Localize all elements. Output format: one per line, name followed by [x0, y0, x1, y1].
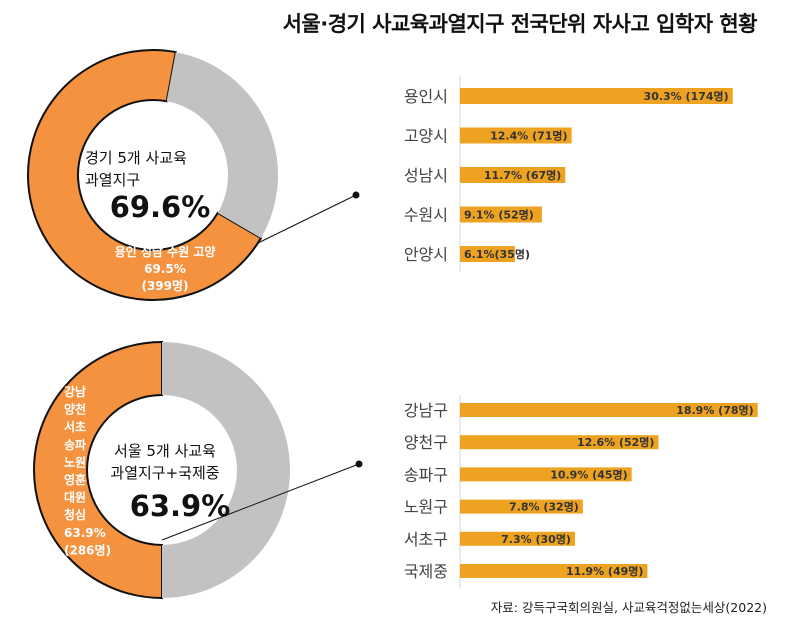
donut-slice-other: [166, 52, 279, 239]
donut-slice-other: [162, 342, 290, 598]
bar-value-label: 11.7% (67명): [484, 168, 561, 182]
donut-slice-label: 강남: [64, 384, 86, 399]
bar-category-label: 양천구: [404, 433, 448, 452]
seoul-bar-chart: 강남구 18.9% (78명) 양천구 12.6% (52명) 송파구 10.9% (45…: [404, 395, 758, 588]
donut-center-label: 서울 5개 사교육: [114, 442, 216, 460]
bar: [460, 564, 648, 578]
bar-category-label: 용인시: [404, 87, 448, 106]
bar-value-label: 9.1% (52명): [464, 208, 534, 222]
gyeonggi-bar-chart: 용인시 30.3% (174명) 고양시 12.4% (71명) 성남시 11.7% (6…: [404, 76, 733, 272]
donut-slice-label: 69.5%: [144, 262, 186, 276]
donut-slice-label: 영훈: [64, 472, 86, 487]
connector-lines: [161, 191, 363, 541]
bar-category-label: 노원구: [404, 498, 448, 517]
donut-slice-label: 노원: [64, 455, 86, 469]
donut-slice-label: 양천: [64, 402, 86, 417]
bar: [460, 403, 758, 417]
bar: [460, 127, 572, 144]
bar-category-label: 안양시: [404, 245, 448, 264]
donut-center-value: 63.9%: [130, 489, 231, 523]
donut-slice-label: 청심: [64, 507, 86, 522]
bar-category-label: 서초구: [404, 530, 448, 549]
connector-line: [257, 194, 357, 244]
donut-slice-label: (286명): [64, 543, 111, 557]
bar-value-label: 6.1%(35명): [464, 247, 530, 261]
bar: [460, 467, 632, 482]
bar-value-label: 12.6% (52명): [577, 435, 654, 449]
bar-category-label: 강남구: [404, 401, 448, 420]
bar-category-label: 고양시: [404, 127, 448, 146]
bar-category-label: 수원시: [404, 206, 448, 225]
donut-slice-label: 63.9%: [64, 526, 106, 540]
donut-center-label: 경기 5개 사교육: [85, 149, 187, 167]
donut-center-label: 과열지구: [85, 171, 140, 189]
donut-slice-label: 송파: [64, 437, 86, 452]
donut-center-label: 과열지구+국제중: [110, 464, 219, 482]
source-note: 자료: 강득구국회의원실, 사교육걱정없는세상(2022): [490, 600, 767, 615]
donut-slice-label: 서초: [64, 419, 86, 434]
bar: [460, 88, 733, 104]
bar: [460, 206, 542, 223]
bar-value-label: 7.3% (30명): [501, 532, 571, 546]
bar-category-label: 국제중: [404, 562, 448, 581]
bar-category-label: 성남시: [404, 166, 448, 185]
bar: [460, 435, 659, 450]
connector-dot: [355, 460, 363, 468]
bar-value-label: 7.8% (32명): [509, 500, 579, 514]
bar-value-label: 11.9% (49명): [566, 564, 643, 578]
donut-slice-highlight: [27, 49, 263, 301]
donut-slice-label: 대원: [64, 491, 86, 505]
donut-slice-highlight: [33, 340, 163, 600]
donut-center-value: 69.6%: [110, 190, 211, 224]
bar: [460, 531, 575, 546]
bar-value-label: 30.3% (174명): [644, 89, 729, 103]
connector-dot: [352, 191, 360, 199]
donut-slice-label: (399명): [141, 279, 188, 293]
bar-value-label: 10.9% (45명): [550, 467, 627, 481]
bar-category-label: 송파구: [404, 465, 448, 484]
page-title: 서울·경기 사교육과열지구 전국단위 자사고 입학자 현황: [282, 12, 758, 36]
connector-line: [161, 463, 360, 541]
bar: [460, 167, 566, 183]
bar: [460, 246, 515, 262]
bar-value-label: 12.4% (71명): [490, 129, 567, 143]
donut-slice-label: 용인 성남 수원 고양: [115, 244, 216, 259]
bar: [460, 499, 583, 514]
bar-value-label: 18.9% (78명): [676, 403, 753, 417]
